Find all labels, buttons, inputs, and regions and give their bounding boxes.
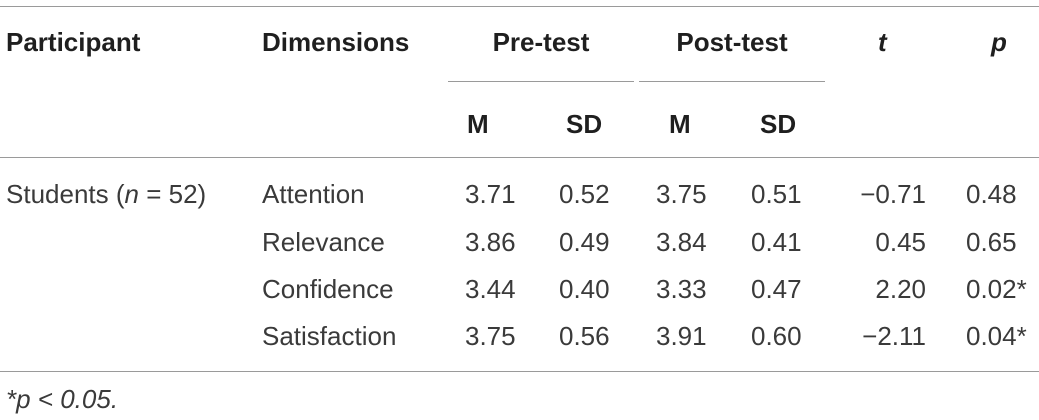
header-dimensions: Dimensions — [262, 27, 410, 57]
cell-p: 0.02* — [966, 274, 1027, 304]
cell-p: 0.65 — [966, 227, 1017, 257]
cell-pre-sd: 0.40 — [559, 274, 610, 304]
cell-pre-sd: 0.52 — [559, 179, 610, 209]
cell-pre-m: 3.71 — [465, 179, 516, 209]
header-bottom-rule — [0, 157, 1039, 158]
cell-post-sd: 0.60 — [751, 321, 802, 351]
header-pre-m: M — [467, 109, 489, 139]
bottom-rule — [0, 371, 1039, 372]
cell-post-sd: 0.41 — [751, 227, 802, 257]
header-participant: Participant — [6, 27, 141, 57]
cell-pre-sd: 0.56 — [559, 321, 610, 351]
post-test-underline — [639, 81, 825, 82]
group-label-prefix: Students ( — [6, 179, 125, 209]
cell-post-sd: 0.47 — [751, 274, 802, 304]
header-p: p — [991, 27, 1007, 57]
cell-post-m: 3.75 — [656, 179, 707, 209]
header-post-test: Post-test — [676, 27, 788, 57]
group-label: Students (n = 52) — [6, 179, 206, 209]
pre-test-underline — [448, 81, 634, 82]
header-pre-sd: SD — [566, 109, 603, 139]
top-rule — [0, 6, 1039, 7]
cell-post-sd: 0.51 — [751, 179, 802, 209]
cell-post-m: 3.33 — [656, 274, 707, 304]
cell-post-m: 3.84 — [656, 227, 707, 257]
cell-p: 0.48 — [966, 179, 1017, 209]
header-post-sd: SD — [760, 109, 797, 139]
cell-dimension: Relevance — [262, 227, 385, 257]
footnote: *p < 0.05. — [6, 384, 119, 414]
header-t: t — [878, 27, 887, 57]
cell-t: 2.20 — [875, 274, 926, 304]
cell-t: −2.11 — [862, 321, 926, 351]
cell-t: −0.71 — [860, 179, 926, 209]
cell-dimension: Attention — [262, 179, 365, 209]
header-post-m: M — [669, 109, 691, 139]
cell-pre-m: 3.86 — [465, 227, 516, 257]
cell-p: 0.04* — [966, 321, 1027, 351]
cell-t: 0.45 — [875, 227, 926, 257]
group-label-suffix: = 52) — [138, 179, 207, 209]
header-pre-test: Pre-test — [492, 27, 590, 57]
cell-pre-sd: 0.49 — [559, 227, 610, 257]
cell-post-m: 3.91 — [656, 321, 707, 351]
cell-pre-m: 3.75 — [465, 321, 516, 351]
cell-dimension: Confidence — [262, 274, 394, 304]
cell-pre-m: 3.44 — [465, 274, 516, 304]
cell-dimension: Satisfaction — [262, 321, 397, 351]
group-label-n: n — [124, 179, 139, 209]
